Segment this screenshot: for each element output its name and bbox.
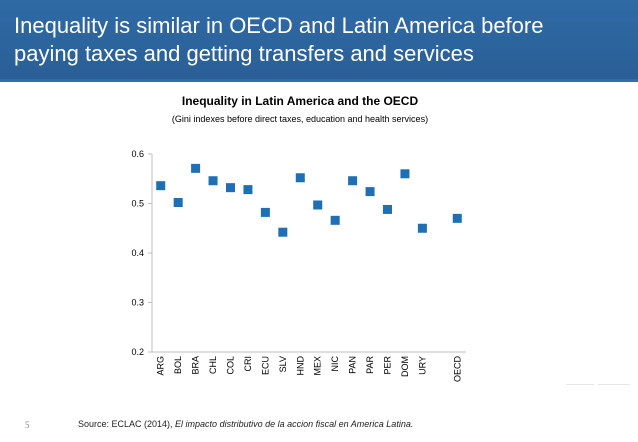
x-tick-label-dom: DOM xyxy=(400,356,410,377)
data-point-nic xyxy=(330,215,340,225)
page-number: 5 xyxy=(25,420,30,430)
chart-subtitle: (Gini indexes before direct taxes, educa… xyxy=(172,114,428,124)
data-point-dom xyxy=(400,169,410,179)
data-point-chl xyxy=(208,176,218,186)
data-point-hnd xyxy=(295,173,305,183)
data-point-mex xyxy=(313,200,323,210)
x-tick-label-per: PER xyxy=(383,356,393,375)
data-point-cri xyxy=(243,185,253,195)
data-point-ecu xyxy=(260,207,270,217)
x-tick-label-pan: PAN xyxy=(348,356,358,374)
x-tick-label-slv: SLV xyxy=(278,356,288,372)
x-tick-label-hnd: HND xyxy=(295,356,305,376)
slide-title: Inequality is similar in OECD and Latin … xyxy=(14,13,544,66)
decorative-rule-right xyxy=(598,384,630,385)
decorative-rule-left xyxy=(566,384,594,385)
source-prefix: Source: ECLAC (2014), xyxy=(78,419,176,429)
y-tick-label: 0.6 xyxy=(131,149,144,159)
x-tick-label-chl: CHL xyxy=(208,356,218,374)
chart-title: Inequality in Latin America and the OECD xyxy=(182,94,419,108)
title-underline xyxy=(0,79,638,82)
x-tick-label-col: COL xyxy=(226,356,236,375)
data-point-slv xyxy=(278,227,288,237)
x-tick-label-nic: NIC xyxy=(330,356,340,372)
x-tick-label-ury: URY xyxy=(417,356,427,375)
y-tick-label: 0.3 xyxy=(131,298,144,308)
chart-container: Inequality in Latin America and the OECD… xyxy=(0,82,638,412)
source-note: Source: ECLAC (2014), El impacto distrib… xyxy=(78,419,413,429)
x-tick-label-ecu: ECU xyxy=(260,356,270,375)
data-point-ury xyxy=(417,223,427,233)
title-banner: Inequality is similar in OECD and Latin … xyxy=(0,0,638,79)
data-point-oecd xyxy=(452,213,462,223)
data-point-pan xyxy=(348,176,358,186)
data-point-par xyxy=(365,187,375,197)
x-tick-label-mex: MEX xyxy=(313,356,323,376)
y-tick-label: 0.2 xyxy=(131,347,144,357)
slide-footer: 5 Source: ECLAC (2014), El impacto distr… xyxy=(0,412,638,442)
y-tick-label: 0.5 xyxy=(131,199,144,209)
data-point-bol xyxy=(173,198,183,208)
gini-scatter-chart: Inequality in Latin America and the OECD… xyxy=(131,94,466,383)
data-point-per xyxy=(383,204,392,214)
x-tick-label-arg: ARG xyxy=(156,356,166,376)
data-point-bra xyxy=(191,163,201,173)
x-tick-label-par: PAR xyxy=(365,356,375,374)
data-point-col xyxy=(226,183,235,193)
data-point-arg xyxy=(156,181,166,191)
source-title: El impacto distributivo de la accion fis… xyxy=(175,419,414,429)
x-tick-label-bra: BRA xyxy=(191,356,201,375)
y-tick-label: 0.4 xyxy=(131,248,144,258)
x-tick-label-cri: CRI xyxy=(243,356,253,372)
x-tick-label-oecd: OECD xyxy=(452,356,462,383)
x-tick-label-bol: BOL xyxy=(173,356,183,374)
